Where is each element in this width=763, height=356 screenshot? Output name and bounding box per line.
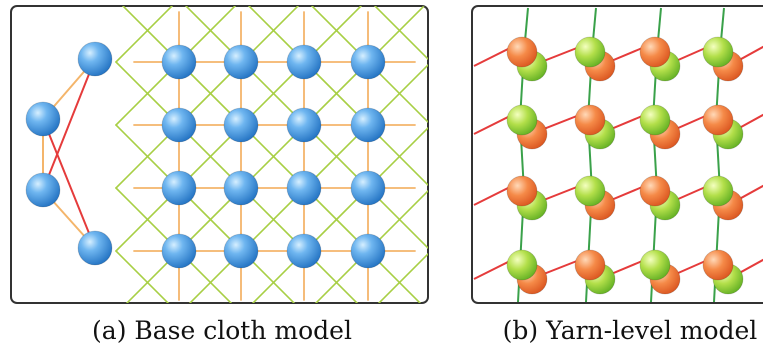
mass-node	[350, 170, 386, 206]
bend-spring-example	[42, 118, 96, 249]
warp-contact-sphere	[574, 175, 606, 207]
mass-node	[223, 107, 259, 143]
warp-contact-sphere	[506, 104, 538, 136]
shear-spring	[367, 250, 428, 303]
mass-node	[350, 44, 386, 80]
mass-node	[223, 233, 259, 269]
yarn-crossing	[506, 175, 548, 221]
mass-node-grid	[161, 44, 386, 269]
weft-contact-sphere	[639, 36, 671, 68]
yarn-crossing	[574, 104, 616, 150]
mass-node	[161, 107, 197, 143]
mass-node	[223, 170, 259, 206]
weft-contact-sphere	[702, 104, 734, 136]
mass-node	[286, 44, 322, 80]
yarn-crossing	[506, 249, 548, 295]
weft-contact-sphere	[506, 36, 538, 68]
warp-contact-sphere	[639, 104, 671, 136]
spring-type-legend	[25, 41, 113, 266]
weft-contact-sphere	[702, 249, 734, 281]
mass-node	[286, 170, 322, 206]
warp-contact-sphere	[574, 36, 606, 68]
bend-spring-example	[42, 58, 96, 191]
caption-panel-b: (b) Yarn-level model	[502, 316, 758, 345]
warp-contact-sphere	[702, 175, 734, 207]
yarn-crossing	[639, 175, 681, 221]
yarn-crossing	[702, 175, 744, 221]
panel-b-frame	[471, 5, 763, 304]
panel-yarn-level-model	[471, 5, 763, 304]
mass-node	[223, 44, 259, 80]
yarn-crossing	[702, 104, 744, 150]
mass-node	[286, 107, 322, 143]
yarn-crossing	[639, 249, 681, 295]
mass-node	[350, 233, 386, 269]
yarn-crossing	[702, 249, 744, 295]
mass-node	[161, 170, 197, 206]
shear-spring	[115, 6, 180, 63]
mass-node	[161, 233, 197, 269]
weft-contact-sphere	[506, 175, 538, 207]
weft-contact-sphere	[574, 249, 606, 281]
yarn-crossing	[506, 104, 548, 150]
panel-base-cloth-model	[10, 5, 429, 304]
example-mass-node	[25, 172, 61, 208]
yarn-crossings	[506, 36, 744, 295]
caption-panel-a: (a) Base cloth model	[92, 316, 352, 345]
example-mass-node	[77, 230, 113, 266]
yarn-crossing	[639, 36, 681, 82]
weft-contact-sphere	[639, 175, 671, 207]
example-mass-node	[77, 41, 113, 77]
mass-node	[161, 44, 197, 80]
yarn-crossing	[639, 104, 681, 150]
weft-contact-sphere	[574, 104, 606, 136]
example-mass-node	[25, 101, 61, 137]
warp-contact-sphere	[639, 249, 671, 281]
warp-contact-sphere	[702, 36, 734, 68]
mass-node	[350, 107, 386, 143]
yarn-crossing	[574, 36, 616, 82]
yarn-crossing	[506, 36, 548, 82]
warp-contact-sphere	[506, 249, 538, 281]
mass-node	[286, 233, 322, 269]
yarn-crossing	[702, 36, 744, 82]
yarn-crossing	[574, 175, 616, 221]
yarn-crossing	[574, 249, 616, 295]
